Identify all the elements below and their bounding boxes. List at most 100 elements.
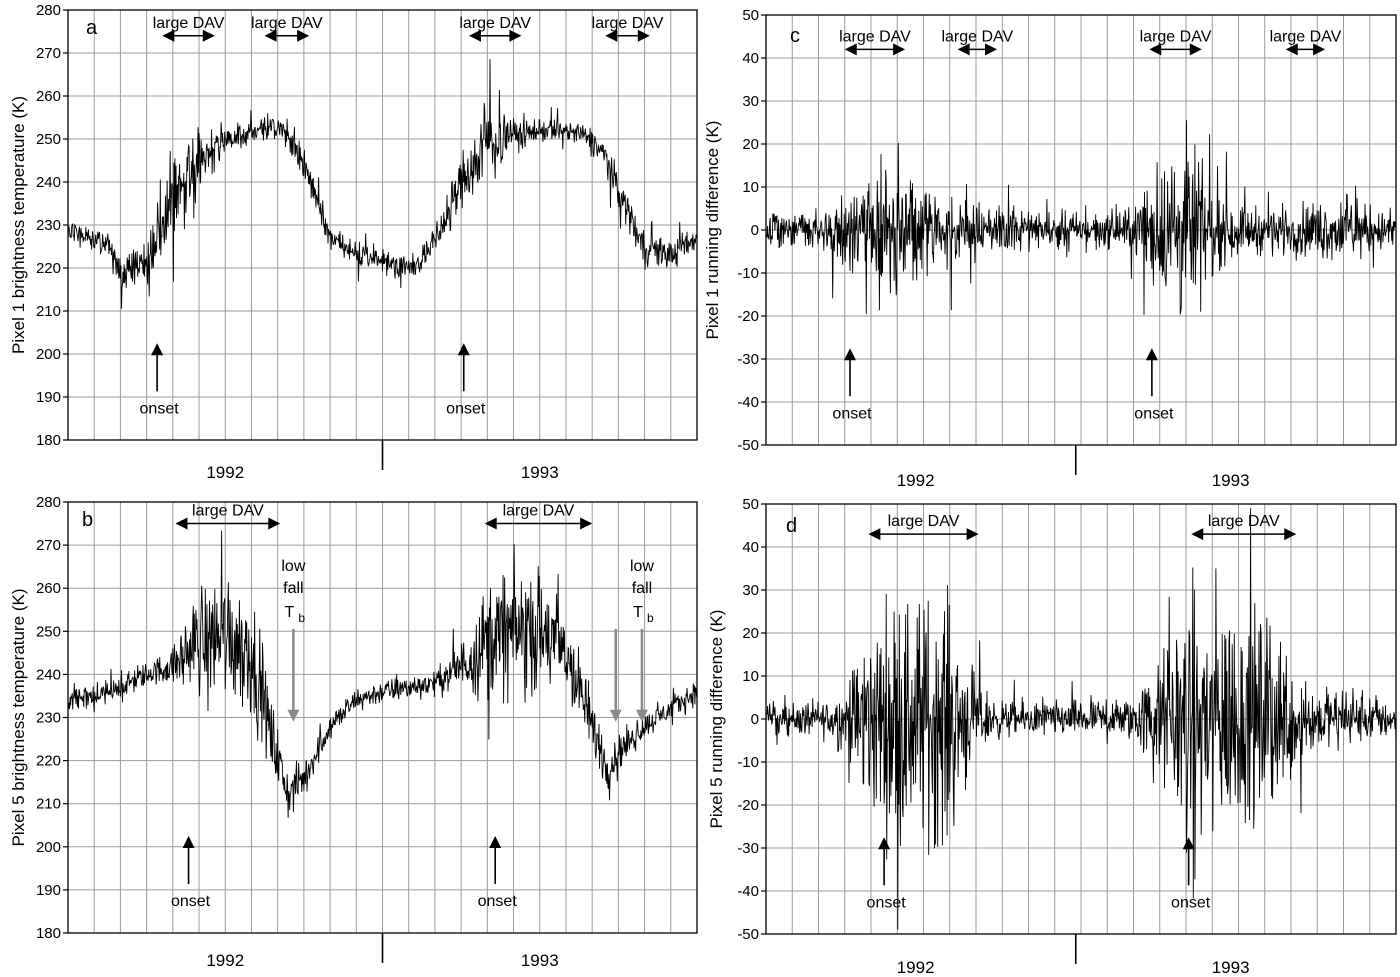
large-dav-arrowhead xyxy=(1189,43,1202,56)
large-dav-arrowhead xyxy=(893,43,906,56)
panel-c: -50 -40 -30 -20 -10 0 10 20 30 40 50 Pixel 1 runnin… xyxy=(703,7,1397,490)
data-series-line xyxy=(765,508,1397,930)
low-fall-label: low xyxy=(281,558,305,575)
y-tick-label: 240 xyxy=(36,174,61,191)
y-tick-label: -50 xyxy=(737,926,759,943)
y-tick-label: 210 xyxy=(36,303,61,320)
y-tick-label: -20 xyxy=(737,797,759,814)
onset-arrowhead xyxy=(844,348,856,361)
y-tick-label: 30 xyxy=(742,582,759,599)
large-dav-arrowhead xyxy=(297,29,310,42)
large-dav-arrowhead xyxy=(484,517,497,530)
large-dav-arrowhead xyxy=(509,29,522,42)
data-series-line xyxy=(67,59,698,309)
data-series-line xyxy=(67,530,698,819)
low-fall-arrowhead xyxy=(287,709,300,722)
tb-subscript: b xyxy=(298,611,305,625)
onset-label: onset xyxy=(171,893,211,910)
large-dav-label: large DAV xyxy=(941,28,1013,45)
y-tick-label: 250 xyxy=(36,623,61,640)
onset-label: onset xyxy=(867,894,907,911)
large-dav-label: large DAV xyxy=(1140,28,1212,45)
panel-letter: d xyxy=(786,515,797,537)
large-dav-arrowhead xyxy=(580,517,593,530)
y-tick-label: 10 xyxy=(742,179,759,196)
gridlines xyxy=(68,10,697,440)
y-axis-label: Pixel 1 running difference (K) xyxy=(703,121,722,340)
low-fall-arrowhead xyxy=(609,709,622,722)
y-tick-label: 220 xyxy=(36,260,61,277)
y-tick-label: -40 xyxy=(737,883,759,900)
onset-arrowhead xyxy=(1145,348,1158,361)
onset-arrowhead xyxy=(457,343,470,356)
y-tick-label: 0 xyxy=(751,222,759,239)
year-label: 1992 xyxy=(206,463,244,482)
large-dav-label: large DAV xyxy=(459,15,531,32)
low-fall-label: low xyxy=(630,558,654,575)
y-tick-label: -50 xyxy=(737,437,759,454)
y-tick-label: 250 xyxy=(36,131,61,148)
onset-arrowhead xyxy=(878,837,891,850)
large-dav-label: large DAV xyxy=(1208,513,1280,530)
panel-letter: c xyxy=(790,25,800,47)
y-tick-label: 0 xyxy=(751,711,759,728)
onset-label: onset xyxy=(1171,894,1211,911)
tb-symbol: T xyxy=(285,604,295,621)
low-fall-arrowhead xyxy=(635,709,648,722)
y-tick-label: 280 xyxy=(36,494,61,511)
y-tick-label: 40 xyxy=(742,539,759,556)
y-tick-label: 20 xyxy=(742,136,759,153)
y-tick-label: -30 xyxy=(737,840,759,857)
year-label: 1992 xyxy=(897,471,935,490)
y-tick-label: -10 xyxy=(737,754,759,771)
large-dav-arrowhead xyxy=(605,29,618,42)
large-dav-arrowhead xyxy=(868,528,881,541)
y-tick-label: 180 xyxy=(36,432,61,449)
y-tick-label: 30 xyxy=(742,93,759,110)
onset-label: onset xyxy=(1134,405,1174,422)
large-dav-arrowhead xyxy=(985,43,997,56)
large-dav-arrowhead xyxy=(966,528,979,541)
y-tick-label: 50 xyxy=(742,7,759,24)
year-label: 1992 xyxy=(206,951,244,970)
large-dav-label: large DAV xyxy=(1270,28,1342,45)
y-axis-label: Pixel 1 brightness temperature (K) xyxy=(9,96,28,354)
large-dav-label: large DAV xyxy=(592,15,664,32)
large-dav-arrowhead xyxy=(844,43,857,56)
onset-label: onset xyxy=(140,400,180,417)
large-dav-arrowhead xyxy=(1313,43,1326,56)
y-tick-label: -30 xyxy=(737,351,759,368)
gridlines xyxy=(68,502,697,933)
large-dav-arrowhead xyxy=(1285,43,1298,56)
large-dav-arrowhead xyxy=(1284,528,1297,541)
onset-arrowhead xyxy=(151,343,164,356)
year-label: 1993 xyxy=(521,463,559,482)
large-dav-label: large DAV xyxy=(503,503,575,520)
data-series-line xyxy=(765,120,1397,316)
large-dav-arrowhead xyxy=(264,29,277,42)
panel-a: 180 190 200 210 220 230 240 250 260 270 280 Pixel 1… xyxy=(9,2,698,482)
tb-subscript: b xyxy=(647,611,654,625)
y-tick-label: 270 xyxy=(36,537,61,554)
large-dav-label: large DAV xyxy=(192,503,264,520)
onset-label: onset xyxy=(446,400,486,417)
y-tick-label: 200 xyxy=(36,346,61,363)
panel-b: 180 190 200 210 220 230 240 250 260 270 280 Pixel 5… xyxy=(9,494,698,970)
y-tick-label: 260 xyxy=(36,88,61,105)
y-tick-label: 180 xyxy=(36,925,61,942)
y-axis-label: Pixel 5 brightness temperature (K) xyxy=(9,589,28,847)
y-tick-label: -20 xyxy=(737,308,759,325)
y-tick-label: 240 xyxy=(36,666,61,683)
y-tick-label: 20 xyxy=(742,625,759,642)
y-tick-label: 280 xyxy=(36,2,61,19)
y-tick-label: 230 xyxy=(36,710,61,727)
onset-label: onset xyxy=(832,405,872,422)
large-dav-arrowhead xyxy=(957,43,970,56)
y-tick-label: 190 xyxy=(36,882,61,899)
large-dav-arrowhead xyxy=(268,517,281,530)
y-tick-label: 50 xyxy=(742,496,759,513)
y-tick-label: 260 xyxy=(36,580,61,597)
large-dav-arrowhead xyxy=(202,29,215,42)
y-tick-label: 200 xyxy=(36,839,61,856)
y-tick-label: 10 xyxy=(742,668,759,685)
